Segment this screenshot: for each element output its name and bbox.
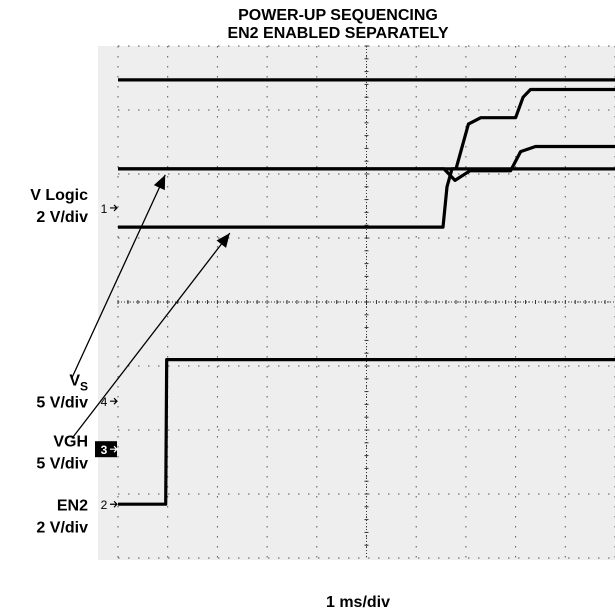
- scope-trace-5: [118, 358, 615, 506]
- scope-trace-4: [118, 167, 615, 229]
- channel-marker-2: 2: [101, 498, 118, 512]
- channel-marker-number: 2: [101, 498, 108, 512]
- channel-label-line: 2 V/div: [36, 209, 88, 226]
- pointer-arrow: [71, 174, 166, 378]
- channel-label-line: VGH: [53, 433, 88, 450]
- channel-label-line: 5 V/div: [36, 395, 88, 412]
- channel-label-line: V Logic: [30, 187, 88, 204]
- chart-title: POWER-UP SEQUENCING: [238, 7, 438, 24]
- channel-marker-number: 1: [101, 202, 108, 216]
- chart-subtitle: EN2 ENABLED SEPARATELY: [227, 25, 448, 42]
- channel-label-line: 5 V/div: [36, 455, 88, 472]
- pointer-arrows: [71, 174, 231, 439]
- channel-marker-3: 3: [95, 441, 118, 458]
- channel-label-line: 2 V/div: [36, 519, 88, 536]
- pointer-arrow-head: [216, 233, 230, 248]
- x-axis-label: 1 ms/div: [326, 594, 390, 611]
- channel-marker-4: 4: [101, 395, 118, 409]
- pointer-arrow-shaft: [71, 232, 231, 439]
- channel-marker-arrow: [110, 445, 118, 453]
- channel-marker-number: 4: [101, 395, 108, 409]
- channel-marker-arrow: [110, 397, 118, 405]
- pointer-arrow-shaft: [71, 174, 166, 378]
- channel-marker-arrow: [110, 204, 118, 212]
- scope-traces: [118, 78, 615, 506]
- channel-markers: 1 4 3 2: [95, 202, 118, 512]
- scope-trace-2: [118, 87, 615, 171]
- channel-marker-number: 3: [101, 443, 108, 457]
- channel-marker-highlight: [95, 441, 117, 458]
- channel-marker-1: 1: [101, 202, 118, 216]
- graticule-grid: [117, 45, 615, 559]
- pointer-arrow-head: [153, 174, 166, 191]
- channel-label-line: EN2: [57, 497, 88, 514]
- scope-trace-3: [118, 144, 615, 182]
- pointer-arrow: [71, 232, 231, 439]
- channel-marker-arrow: [110, 500, 118, 508]
